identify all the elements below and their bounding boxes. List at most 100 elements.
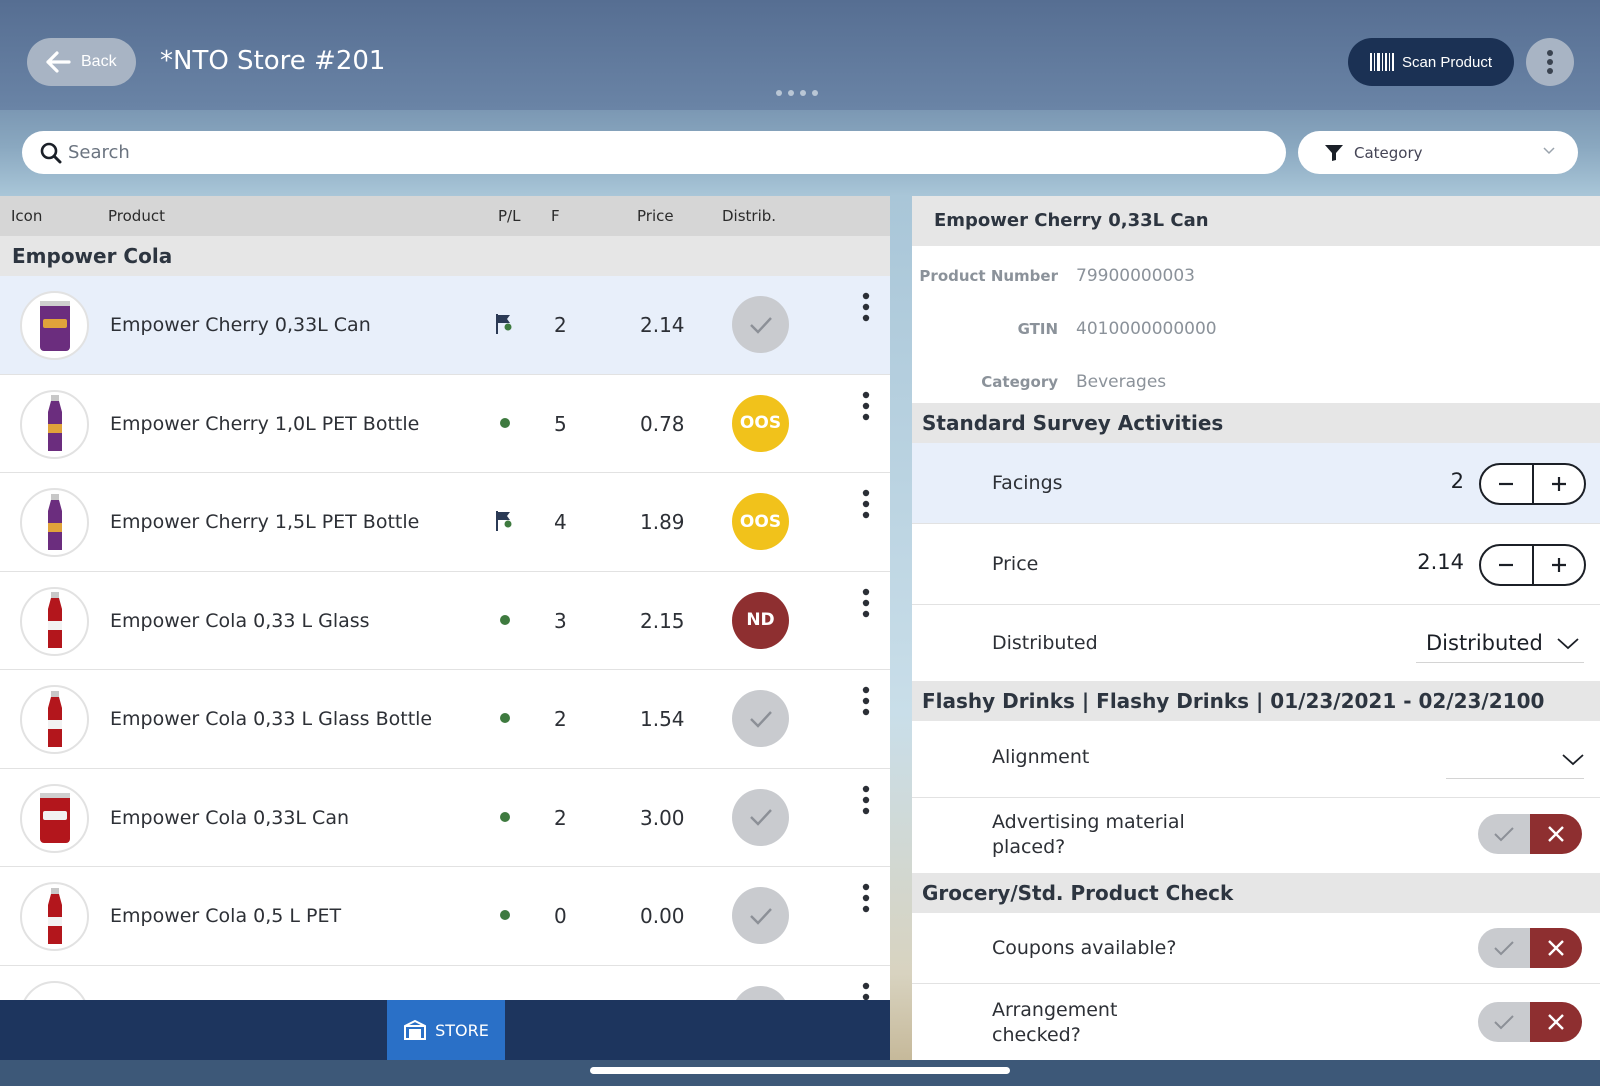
product-price: 3.00 <box>640 805 685 830</box>
advertising-label-line2: placed? <box>992 836 1066 858</box>
row-kebab-icon[interactable] <box>857 686 875 720</box>
distribution-status-badge[interactable] <box>732 690 789 747</box>
filter-icon <box>1325 144 1343 161</box>
distribution-status-badge[interactable] <box>732 985 789 1000</box>
price-stepper[interactable] <box>1479 544 1586 586</box>
facings-increment-button[interactable] <box>1534 465 1585 503</box>
check-icon <box>1494 1015 1514 1030</box>
category-filter-label: Category <box>1354 143 1423 162</box>
product-rows: Empower Cherry 0,33L Can 2 2.14 Empower Che… <box>0 276 890 1000</box>
advertising-toggle[interactable] <box>1478 814 1582 854</box>
product-row[interactable]: Empower Cherry 1,5L PET Bottle 4 1.89 OOS <box>0 473 890 572</box>
category-filter-select[interactable]: Category <box>1298 131 1578 174</box>
row-kebab-icon[interactable] <box>857 883 875 917</box>
distribution-status-badge[interactable]: OOS <box>732 493 789 550</box>
row-kebab-icon[interactable] <box>857 982 875 1001</box>
arrangement-toggle[interactable] <box>1478 1002 1582 1042</box>
advertising-no-button[interactable] <box>1530 814 1582 854</box>
stepper-divider <box>1531 465 1534 503</box>
section-flashy-drinks: Flashy Drinks | Flashy Drinks | 01/23/20… <box>912 681 1600 721</box>
product-row-partial[interactable] <box>0 965 890 1001</box>
distribution-status-badge[interactable] <box>732 788 789 846</box>
product-bottle-image <box>47 395 62 451</box>
product-row[interactable]: Empower Cola 0,33 L Glass 3 2.15 ND <box>0 571 890 670</box>
row-kebab-icon[interactable] <box>857 785 875 819</box>
store-icon <box>404 1019 427 1040</box>
chevron-down-icon <box>1562 753 1584 765</box>
facings-stepper[interactable] <box>1479 463 1586 505</box>
coupons-yes-button[interactable] <box>1478 928 1530 968</box>
check-icon <box>1494 827 1514 842</box>
check-icon <box>749 710 772 728</box>
product-row[interactable]: Empower Cherry 1,0L PET Bottle 5 0.78 OOS <box>0 374 890 473</box>
product-price: 0.78 <box>640 411 685 436</box>
category-label: Category <box>981 373 1058 391</box>
detail-product-title: Empower Cherry 0,33L Can <box>912 196 1600 246</box>
info-row-product-number: Product Number 79900000003 <box>912 246 1600 299</box>
product-row[interactable]: Empower Cola 0,5 L PET 0 0.00 <box>0 867 890 966</box>
info-row-category: Category Beverages <box>912 352 1600 403</box>
distributed-select[interactable]: Distributed <box>1416 623 1584 663</box>
advertising-row: Advertising material placed? <box>912 798 1600 873</box>
product-thumbnail <box>20 783 89 853</box>
close-icon <box>1548 826 1564 842</box>
background-strip <box>890 196 912 1060</box>
page-title: *NTO Store #201 <box>160 46 386 76</box>
back-button[interactable]: Back <box>27 38 136 86</box>
close-icon <box>1548 940 1564 956</box>
status-dot-icon <box>500 811 510 822</box>
price-value: 2.14 <box>1417 550 1464 574</box>
search-bar[interactable] <box>22 131 1286 174</box>
product-facings: 3 <box>554 608 567 633</box>
scan-product-label: Scan Product <box>1401 53 1493 71</box>
arrangement-no-button[interactable] <box>1530 1002 1582 1042</box>
distribution-status-label: ND <box>746 610 775 630</box>
scan-product-button[interactable]: Scan Product <box>1348 38 1514 86</box>
product-detail-panel: Empower Cherry 0,33L Can Product Number … <box>912 196 1600 1060</box>
product-name: Empower Cola 0,5 L PET <box>110 905 342 927</box>
row-kebab-icon[interactable] <box>857 489 875 523</box>
advertising-label-line1: Advertising material <box>992 811 1185 833</box>
alignment-select[interactable] <box>1446 739 1584 779</box>
row-kebab-icon[interactable] <box>857 588 875 622</box>
check-icon <box>749 316 772 334</box>
distribution-status-badge[interactable] <box>732 296 789 353</box>
page-dot <box>788 90 794 96</box>
app-header: Back *NTO Store #201 Scan Product <box>0 0 1600 196</box>
product-number-label: Product Number <box>919 267 1058 285</box>
price-decrement-button[interactable] <box>1481 546 1532 584</box>
tab-store[interactable]: STORE <box>387 1000 505 1060</box>
gtin-value: 4010000000000 <box>1076 319 1217 339</box>
advertising-yes-button[interactable] <box>1478 814 1530 854</box>
facings-value: 2 <box>1450 469 1464 493</box>
product-row[interactable]: Empower Cola 0,33L Can 2 3.00 <box>0 768 890 867</box>
arrangement-label-line2: checked? <box>992 1024 1081 1046</box>
facings-label: Facings <box>992 472 1063 494</box>
product-thumbnail <box>20 685 89 754</box>
row-kebab-icon[interactable] <box>857 292 875 326</box>
column-header-distrib: Distrib. <box>722 207 777 225</box>
distribution-status-badge[interactable]: ND <box>732 591 789 649</box>
more-options-button[interactable] <box>1526 38 1574 86</box>
check-icon <box>749 907 772 925</box>
alignment-label: Alignment <box>992 746 1090 768</box>
coupons-no-button[interactable] <box>1530 928 1582 968</box>
distribution-status-badge[interactable] <box>732 887 789 944</box>
product-bottle-image <box>47 493 62 550</box>
product-facings: 2 <box>554 313 567 337</box>
product-row[interactable]: Empower Cherry 0,33L Can 2 2.14 <box>0 276 890 375</box>
price-increment-button[interactable] <box>1534 546 1585 584</box>
search-input[interactable] <box>68 142 1248 163</box>
row-kebab-icon[interactable] <box>857 391 875 425</box>
product-thumbnail <box>20 291 89 360</box>
product-row[interactable]: Empower Cola 0,33 L Glass Bottle 2 1.54 <box>0 670 890 769</box>
arrangement-yes-button[interactable] <box>1478 1002 1530 1042</box>
distribution-status-badge[interactable]: OOS <box>732 394 789 452</box>
page-dot <box>776 90 782 96</box>
product-facings: 2 <box>554 805 567 830</box>
back-label: Back <box>81 53 117 70</box>
product-price: 0.00 <box>640 904 685 928</box>
coupons-toggle[interactable] <box>1478 928 1582 968</box>
product-can-image <box>39 793 70 843</box>
facings-decrement-button[interactable] <box>1481 465 1532 503</box>
